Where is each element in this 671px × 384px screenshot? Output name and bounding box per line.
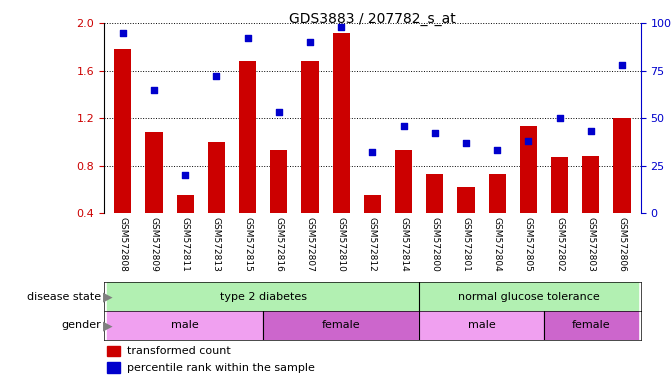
Bar (488, 174, 506, 261)
Bar (107, 362, 120, 373)
Bar (582, 156, 599, 261)
Text: GSM572805: GSM572805 (524, 217, 533, 271)
Text: disease state: disease state (27, 291, 101, 302)
Text: male: male (171, 320, 199, 331)
Point (305, 39, 315, 45)
Text: GSM572801: GSM572801 (462, 217, 470, 271)
Bar (419, 311, 544, 340)
Text: percentile rank within the sample: percentile rank within the sample (127, 362, 315, 373)
Bar (270, 150, 287, 261)
Text: GSM572808: GSM572808 (118, 217, 127, 271)
Text: GSM572810: GSM572810 (337, 217, 346, 271)
Point (273, 109, 284, 116)
Point (554, 115, 565, 121)
Bar (520, 126, 537, 261)
Point (429, 130, 440, 136)
Bar (176, 195, 194, 261)
Bar (107, 282, 419, 311)
Bar (301, 61, 319, 261)
Point (492, 147, 503, 154)
Text: GDS3883 / 207782_s_at: GDS3883 / 207782_s_at (289, 12, 456, 25)
Text: male: male (468, 320, 495, 331)
Text: GSM572806: GSM572806 (617, 217, 627, 271)
Text: GSM572812: GSM572812 (368, 217, 377, 271)
Bar (544, 311, 637, 340)
Text: ▶: ▶ (103, 319, 113, 332)
Text: GSM572816: GSM572816 (274, 217, 283, 271)
Point (180, 172, 191, 178)
Point (117, 30, 128, 36)
Point (523, 138, 534, 144)
Text: GSM572811: GSM572811 (180, 217, 190, 271)
Text: type 2 diabetes: type 2 diabetes (219, 291, 307, 302)
Bar (364, 195, 381, 261)
Text: female: female (322, 320, 360, 331)
Text: GSM572815: GSM572815 (243, 217, 252, 271)
Bar (263, 311, 419, 340)
Bar (426, 174, 444, 261)
Text: GSM572814: GSM572814 (399, 217, 408, 271)
Bar (395, 150, 412, 261)
Bar (458, 187, 474, 261)
Bar (333, 33, 350, 261)
Bar (107, 311, 263, 340)
Text: transformed count: transformed count (127, 346, 230, 356)
Text: ▶: ▶ (103, 290, 113, 303)
Text: GSM572803: GSM572803 (586, 217, 595, 271)
Point (242, 35, 253, 41)
Text: GSM572800: GSM572800 (430, 217, 440, 271)
Bar (107, 346, 120, 356)
Point (586, 128, 597, 134)
Text: GSM572807: GSM572807 (305, 217, 315, 271)
Bar (208, 142, 225, 261)
Point (148, 86, 159, 93)
Point (367, 149, 378, 156)
Text: gender: gender (61, 320, 101, 331)
Text: GSM572802: GSM572802 (555, 217, 564, 271)
Bar (551, 157, 568, 261)
Text: normal glucose tolerance: normal glucose tolerance (458, 291, 599, 302)
Point (336, 24, 346, 30)
Bar (613, 118, 631, 261)
Point (399, 122, 409, 129)
Text: GSM572813: GSM572813 (212, 217, 221, 271)
Text: GSM572809: GSM572809 (150, 217, 158, 271)
Point (461, 140, 472, 146)
Bar (146, 132, 162, 261)
Point (617, 62, 627, 68)
Text: female: female (572, 320, 610, 331)
Text: GSM572804: GSM572804 (493, 217, 502, 271)
Bar (239, 61, 256, 261)
Bar (419, 282, 637, 311)
Point (211, 73, 221, 79)
Bar (114, 49, 132, 261)
